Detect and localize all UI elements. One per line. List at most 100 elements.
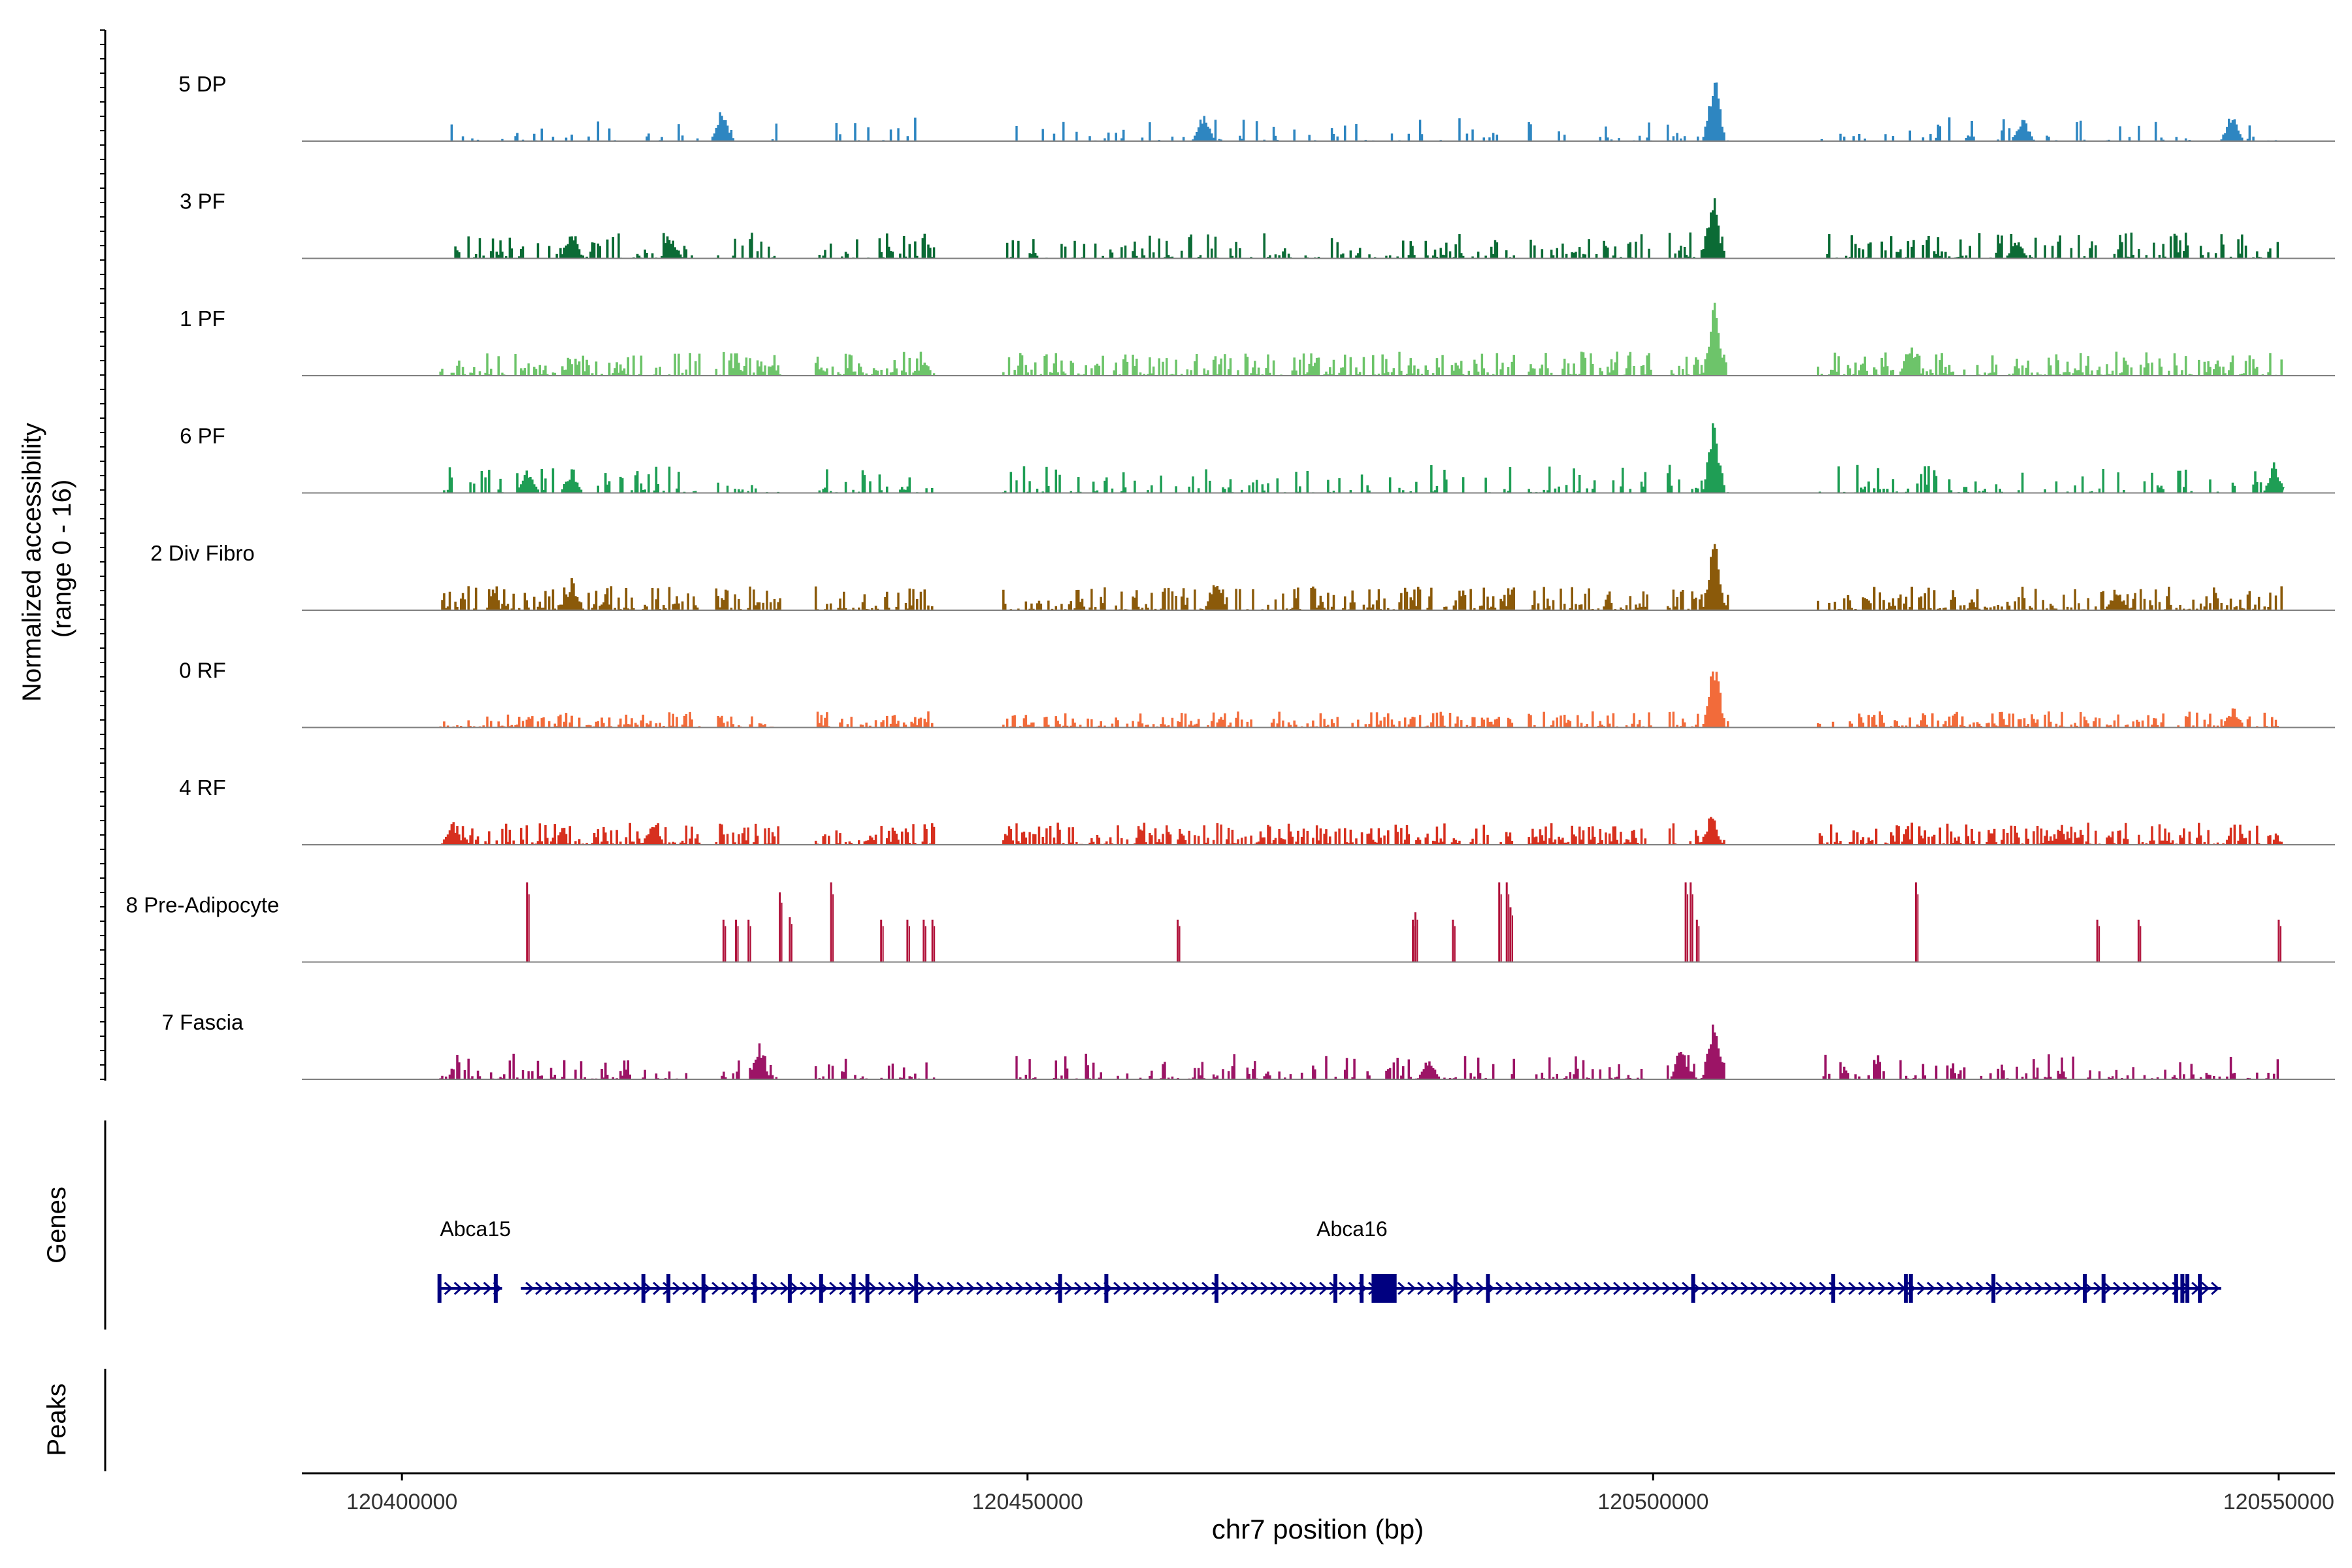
- exon: [2082, 1274, 2087, 1303]
- coverage-area: [439, 82, 2285, 142]
- strand-arrow: [1172, 1281, 1181, 1296]
- strand-arrow: [535, 1281, 544, 1296]
- strand-arrow: [453, 1281, 463, 1296]
- x-tick-label: 120450000: [972, 1490, 1083, 1514]
- track-label: 0 RF: [179, 659, 226, 683]
- exon: [1360, 1274, 1364, 1303]
- strand-arrow: [594, 1281, 603, 1296]
- strand-arrow: [849, 1281, 858, 1296]
- y-axis-title: Normalized accessibility (range 0 - 16): [18, 416, 76, 702]
- strand-arrow: [1721, 1281, 1730, 1296]
- strand-arrow: [937, 1281, 946, 1296]
- strand-arrow: [1701, 1281, 1710, 1296]
- exon: [819, 1274, 823, 1303]
- strand-arrow: [1564, 1281, 1573, 1296]
- strand-arrow: [721, 1281, 730, 1296]
- strand-arrow: [1603, 1281, 1612, 1296]
- strand-arrow: [643, 1281, 652, 1296]
- strand-arrow: [1466, 1281, 1475, 1296]
- strand-arrow: [2132, 1281, 2142, 1296]
- coverage-area: [439, 1024, 2285, 1080]
- strand-arrow: [1319, 1281, 1328, 1296]
- strand-arrow: [1231, 1281, 1240, 1296]
- strand-arrow: [1162, 1281, 1171, 1296]
- strand-arrow: [1192, 1281, 1201, 1296]
- strand-arrow: [1936, 1281, 1946, 1296]
- strand-arrow: [633, 1281, 642, 1296]
- strand-arrow: [1809, 1281, 1818, 1296]
- strand-arrow: [2064, 1281, 2073, 1296]
- exon: [641, 1274, 645, 1303]
- strand-arrow: [1878, 1281, 1887, 1296]
- strand-arrow: [1584, 1281, 1593, 1296]
- strand-arrow: [1505, 1281, 1514, 1296]
- exon: [1333, 1274, 1337, 1303]
- exon: [2185, 1274, 2190, 1303]
- exon: [701, 1274, 706, 1303]
- strand-arrow: [1887, 1281, 1897, 1296]
- strand-arrow: [1652, 1281, 1661, 1296]
- track-labels: 5 DP 3 PF 1 PF 6 PF 2 Div Fibro 0 RF 4 RF 8 Pre…: [126, 72, 280, 1034]
- coverage-area: [439, 198, 2285, 259]
- strand-arrow: [1417, 1281, 1426, 1296]
- strand-arrow: [1711, 1281, 1720, 1296]
- track-5-dp: [302, 82, 2335, 142]
- strand-arrow: [613, 1281, 623, 1296]
- strand-arrow: [1515, 1281, 1524, 1296]
- strand-arrow: [2044, 1281, 2053, 1296]
- strand-arrow: [1593, 1281, 1603, 1296]
- track-6-pf: [302, 423, 2335, 494]
- strand-arrow: [1799, 1281, 1808, 1296]
- strand-arrow: [770, 1281, 779, 1296]
- y-axis-title-line-2: (range 0 - 16): [48, 480, 76, 638]
- strand-arrow: [1427, 1281, 1436, 1296]
- strand-arrow: [2093, 1281, 2102, 1296]
- strand-arrow: [2162, 1281, 2171, 1296]
- strand-arrow: [2034, 1281, 2044, 1296]
- track-4-rf: [302, 817, 2335, 845]
- exon: [914, 1274, 919, 1303]
- strand-arrow: [966, 1281, 975, 1296]
- track-label: 7 Fascia: [162, 1010, 244, 1034]
- strand-arrow: [1084, 1281, 1093, 1296]
- strand-arrow: [1838, 1281, 1848, 1296]
- exon: [865, 1274, 870, 1303]
- strand-arrow: [1094, 1281, 1103, 1296]
- gene-abca15: Abca15: [437, 1217, 511, 1303]
- strand-arrow: [2142, 1281, 2151, 1296]
- exon: [2101, 1274, 2106, 1303]
- exon: [1486, 1274, 1490, 1303]
- strand-arrow: [947, 1281, 956, 1296]
- strand-arrow: [1535, 1281, 1544, 1296]
- exon: [851, 1274, 856, 1303]
- strand-arrow: [1290, 1281, 1299, 1296]
- exon: [493, 1274, 498, 1303]
- strand-arrow: [839, 1281, 848, 1296]
- strand-arrow: [878, 1281, 887, 1296]
- strand-arrow: [1074, 1281, 1083, 1296]
- strand-arrow: [1662, 1281, 1671, 1296]
- coverage-area: [439, 817, 2285, 845]
- track-2-div-fibro: [302, 544, 2335, 611]
- strand-arrow: [1760, 1281, 1769, 1296]
- track-label: 4 RF: [179, 776, 226, 800]
- strand-arrow: [1789, 1281, 1799, 1296]
- strand-arrow: [1260, 1281, 1269, 1296]
- strand-arrow: [1309, 1281, 1318, 1296]
- strand-arrow: [741, 1281, 750, 1296]
- strand-arrow: [1495, 1281, 1505, 1296]
- strand-arrow: [1211, 1281, 1220, 1296]
- strand-arrow: [1437, 1281, 1446, 1296]
- strand-arrow: [1682, 1281, 1691, 1296]
- track-0-rf: [302, 671, 2335, 728]
- strand-arrow: [623, 1281, 632, 1296]
- exon: [1453, 1274, 1458, 1303]
- track-label: 1 PF: [180, 306, 225, 331]
- strand-arrow: [1407, 1281, 1416, 1296]
- strand-arrow: [1397, 1281, 1407, 1296]
- strand-arrow: [1025, 1281, 1034, 1296]
- strand-arrow: [463, 1281, 472, 1296]
- left-axis: [100, 29, 106, 1471]
- exon: [1991, 1274, 1996, 1303]
- strand-arrow: [917, 1281, 926, 1296]
